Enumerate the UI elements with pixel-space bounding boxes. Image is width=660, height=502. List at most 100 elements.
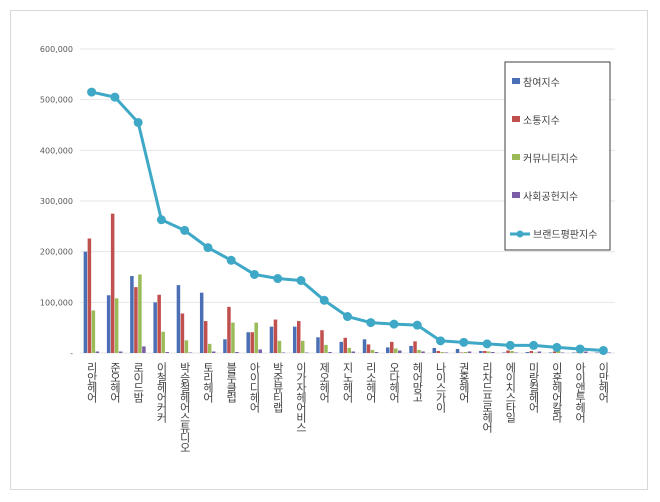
bar-참여지수-15 — [432, 347, 437, 353]
legend-swatch-3 — [512, 192, 520, 198]
bar-참여지수-11 — [339, 341, 343, 353]
bar-커뮤니티지수-11 — [347, 347, 351, 353]
point-브랜드평판지수-11 — [343, 312, 352, 322]
bar-커뮤니티지수-19 — [533, 352, 538, 353]
bar-소통지수-20 — [552, 351, 557, 353]
point-브랜드평판지수-5 — [203, 243, 213, 253]
bar-커뮤니티지수-2 — [138, 274, 142, 353]
x-tick-label: 나이스가이 — [434, 362, 447, 414]
x-tick-label: 에이치스타일 — [504, 362, 517, 423]
bar-사회공헌지수-13 — [398, 350, 402, 353]
x-tick-label: 리소헤어 — [364, 362, 377, 404]
bar-사회공헌지수-21 — [584, 351, 588, 353]
bar-커뮤니티지수-6 — [231, 322, 235, 353]
bar-소통지수-19 — [529, 350, 534, 353]
x-tick-label: 로이드밤 — [132, 362, 145, 403]
legend-swatch-2 — [512, 154, 520, 160]
bar-커뮤니티지수-9 — [300, 340, 305, 353]
x-tick-label: 이가자헤어비스 — [294, 362, 307, 432]
bar-사회공헌지수-2 — [142, 346, 146, 353]
bar-커뮤니티지수-20 — [556, 350, 561, 353]
x-tick-label: 이만헤어 — [597, 362, 610, 404]
point-브랜드평판지수-13 — [389, 319, 399, 329]
bar-커뮤니티지수-13 — [394, 348, 398, 353]
bar-커뮤니티지수-10 — [324, 344, 328, 353]
bar-사회공헌지수-10 — [328, 351, 332, 353]
legend-label: 사회공헌지수 — [523, 191, 578, 203]
y-tick-label: - — [70, 349, 73, 358]
y-tick-label: 300,000 — [40, 197, 73, 206]
x-tick-label: 토리헤어 — [201, 362, 214, 404]
x-tick-label: 제오헤어 — [318, 362, 331, 404]
bar-참여지수-8 — [269, 326, 274, 353]
bar-커뮤니티지수-8 — [277, 340, 282, 353]
bar-소통지수-0 — [87, 238, 92, 353]
x-tick-label: 헤어망고 — [411, 362, 424, 402]
bar-커뮤니티지수-4 — [184, 340, 189, 353]
bar-소통지수-15 — [436, 350, 441, 353]
x-tick-label: 이철헤어커커 — [155, 362, 168, 423]
bar-소통지수-8 — [273, 319, 278, 353]
point-브랜드평판지수-2 — [133, 117, 143, 127]
bar-사회공헌지수-18 — [514, 352, 518, 353]
bar-참여지수-17 — [479, 350, 483, 353]
bar-사회공헌지수-22 — [607, 352, 611, 353]
bar-커뮤니티지수-14 — [417, 349, 421, 353]
bar-소통지수-7 — [250, 332, 254, 353]
bar-커뮤니티지수-1 — [114, 298, 119, 353]
bar-참여지수-0 — [83, 251, 88, 353]
point-브랜드평판지수-7 — [249, 269, 259, 279]
bar-사회공헌지수-16 — [467, 351, 472, 353]
bar-소통지수-10 — [320, 330, 324, 353]
y-tick-label: 500,000 — [40, 96, 73, 105]
bar-사회공헌지수-7 — [258, 349, 262, 353]
x-tick-label: 박승철헤어스튜디오 — [178, 362, 191, 452]
bar-사회공헌지수-6 — [235, 351, 239, 353]
bar-커뮤니티지수-0 — [91, 310, 96, 353]
bar-소통지수-9 — [296, 321, 301, 353]
point-브랜드평판지수-21 — [575, 344, 585, 354]
x-tick-label: 권홍헤어 — [457, 362, 470, 404]
bar-소통지수-5 — [203, 321, 208, 353]
point-브랜드평판지수-22 — [598, 345, 608, 355]
point-브랜드평판지수-20 — [552, 342, 562, 352]
bar-소통지수-16 — [459, 352, 464, 353]
bar-커뮤니티지수-15 — [440, 351, 445, 353]
bar-사회공헌지수-0 — [95, 351, 100, 353]
point-브랜드평판지수-14 — [412, 320, 422, 330]
bar-참여지수-14 — [409, 345, 413, 353]
point-브랜드평판지수-15 — [436, 336, 446, 346]
bar-소통지수-17 — [483, 350, 487, 353]
bar-참여지수-5 — [199, 292, 204, 353]
point-브랜드평판지수-17 — [482, 339, 492, 349]
chart-frame — [10, 10, 648, 490]
bar-커뮤니티지수-17 — [487, 351, 491, 353]
y-tick-label: 400,000 — [40, 146, 73, 155]
bar-참여지수-19 — [525, 351, 530, 353]
bar-소통지수-2 — [134, 287, 138, 353]
bar-참여지수-13 — [386, 347, 390, 353]
bar-사회공헌지수-19 — [537, 351, 542, 353]
x-tick-label: 리차드프로헤어 — [481, 362, 494, 434]
bar-소통지수-11 — [343, 337, 347, 353]
bar-사회공헌지수-8 — [281, 352, 286, 353]
bar-소통지수-18 — [506, 350, 510, 353]
point-브랜드평판지수-4 — [180, 225, 190, 235]
y-tick-label: 100,000 — [40, 298, 73, 307]
bar-참여지수-20 — [548, 352, 553, 353]
bar-사회공헌지수-17 — [491, 351, 495, 353]
bar-참여지수-2 — [130, 275, 134, 353]
bar-참여지수-7 — [246, 332, 250, 353]
legend-swatch-1 — [512, 116, 520, 122]
bar-커뮤니티지수-3 — [161, 331, 165, 353]
bar-소통지수-14 — [413, 341, 417, 353]
bar-커뮤니티지수-5 — [207, 343, 212, 353]
bar-사회공헌지수-9 — [304, 352, 309, 353]
x-tick-label: 아이디헤어 — [248, 362, 261, 414]
bar-소통지수-4 — [180, 313, 185, 353]
x-tick-label: 준오헤어 — [108, 362, 121, 404]
bar-참여지수-4 — [176, 285, 181, 353]
bar-사회공헌지수-12 — [374, 351, 379, 353]
